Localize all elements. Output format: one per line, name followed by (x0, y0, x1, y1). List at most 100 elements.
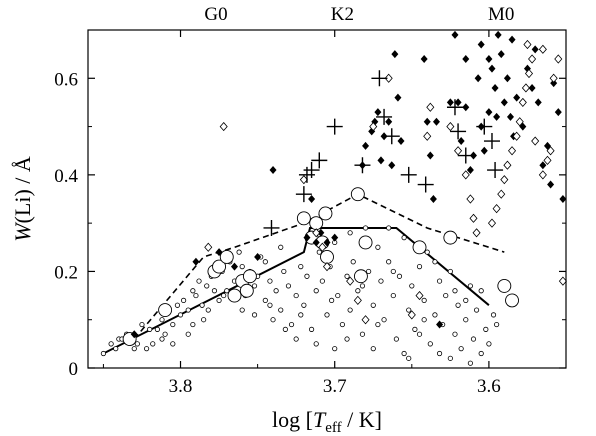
small-circle-point (162, 331, 168, 337)
small-circle-point (278, 307, 284, 313)
small-circle-point (452, 288, 458, 294)
small-circle-point (251, 312, 258, 318)
small-circle-point (452, 331, 458, 337)
small-circle-point (181, 297, 187, 303)
large-circle-point (443, 230, 458, 245)
plus-point (450, 123, 467, 140)
small-circle-point (170, 341, 176, 347)
large-circle-point (227, 288, 242, 303)
filled-diamond-point (432, 117, 440, 126)
x-axis-label: log [Teff / K] (272, 407, 382, 436)
open-diamond-point (318, 242, 327, 252)
small-circle-point (216, 297, 222, 303)
y-tick-label: 0.4 (54, 166, 78, 187)
filled-diamond-point (429, 195, 437, 203)
small-circle-point (432, 312, 438, 318)
filled-diamond-point (397, 137, 405, 146)
small-circle-point (190, 288, 196, 294)
small-circle-point (463, 297, 469, 303)
large-circle-point (242, 269, 257, 284)
plus-point (446, 99, 463, 116)
large-circle-point (320, 249, 334, 264)
open-diamond-point (558, 276, 567, 286)
small-circle-point (412, 326, 418, 332)
small-circle-point (355, 288, 361, 294)
small-circle-point (375, 321, 381, 328)
filled-diamond-point (503, 74, 511, 83)
small-circle-point (406, 307, 412, 313)
x-label-post: / K] (342, 407, 382, 432)
y-axis-label: W(Li) / Å (10, 156, 35, 242)
open-diamond-point (515, 117, 524, 127)
open-diamond-point (219, 121, 228, 132)
filled-diamond-point (368, 127, 376, 136)
filled-diamond-point (323, 238, 331, 247)
filled-diamond-point (493, 112, 501, 121)
open-diamond-point (500, 175, 509, 185)
small-circle-point (293, 336, 299, 342)
small-circle-point (288, 321, 295, 328)
open-diamond-point (299, 175, 308, 185)
small-circle-point (239, 307, 245, 313)
small-circle-point (282, 326, 288, 332)
small-circle-point (134, 341, 140, 347)
axis-ticks: 3.8 3.7 3.6 0 0.2 0.4 0.6 G0 K2 M0 (54, 4, 567, 397)
small-circle-point (143, 346, 150, 352)
small-circle-point (332, 346, 338, 352)
small-circle-point (224, 288, 230, 294)
open-diamond-point (546, 146, 555, 156)
small-circle-point (193, 292, 199, 299)
small-circle-point (319, 278, 325, 284)
small-circle-point (483, 326, 489, 332)
small-circle-point (324, 312, 330, 318)
small-circle-point (298, 312, 304, 318)
filled-diamond-point (534, 98, 542, 107)
large-circle-point (505, 293, 519, 308)
filled-diamond-point (466, 166, 474, 175)
open-diamond-point (322, 261, 332, 272)
plus-point (487, 162, 504, 179)
filled-diamond-point (513, 93, 521, 102)
small-circle-point (267, 278, 273, 284)
open-diamond-point (503, 160, 512, 170)
large-circle-point (158, 303, 173, 318)
open-diamond-point (469, 213, 478, 223)
filled-diamond-point (269, 166, 277, 175)
filled-diamond-point (130, 330, 138, 339)
y-tick-label: 0 (69, 359, 79, 380)
filled-diamond-point (559, 195, 567, 203)
filled-diamond-point (254, 252, 262, 261)
small-circle-point (416, 331, 423, 337)
small-circle-point (494, 321, 500, 328)
x-label-sub: eff (325, 420, 341, 436)
plus-point (303, 162, 320, 179)
top-axis-label: G0 (204, 4, 227, 25)
small-circle-point (147, 326, 153, 332)
small-circle-point (262, 297, 268, 303)
plus-point (295, 186, 312, 203)
open-diamond-point (361, 315, 370, 325)
filled-diamond-point (436, 320, 444, 329)
filled-diamond-point (539, 161, 547, 170)
filled-diamond-point (192, 257, 200, 266)
small-circle-point (270, 317, 276, 323)
filled-diamond-point (426, 151, 434, 160)
small-circle-point (211, 288, 218, 294)
small-circle-point (108, 341, 114, 347)
filled-diamond-point (477, 40, 485, 49)
small-circle-point (285, 283, 292, 289)
small-circle-point (470, 336, 477, 342)
filled-diamond-point (491, 83, 499, 92)
small-circle-point (378, 278, 384, 284)
filled-diamond-point (451, 30, 459, 39)
open-diamond-point (521, 83, 530, 93)
open-diamond-point (524, 68, 534, 79)
open-diamond-point (549, 73, 558, 83)
open-diamond-point (523, 39, 532, 50)
small-circle-point (386, 259, 392, 265)
plus-point (354, 157, 371, 174)
small-circle-point (221, 292, 227, 299)
large-circle-point (412, 240, 427, 255)
small-circle-point (239, 263, 245, 270)
